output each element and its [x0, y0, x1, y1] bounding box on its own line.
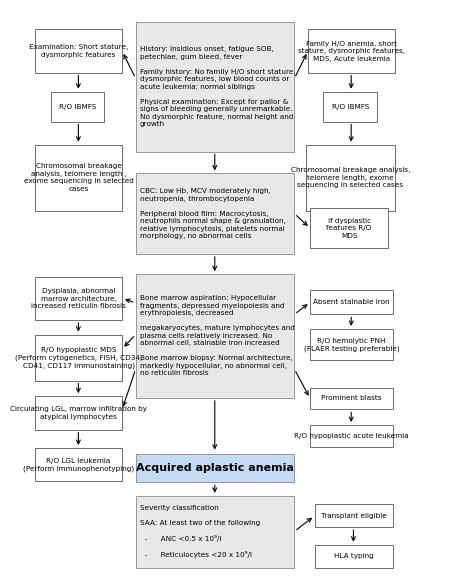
FancyBboxPatch shape [315, 545, 393, 568]
FancyBboxPatch shape [310, 208, 388, 248]
FancyBboxPatch shape [35, 448, 122, 481]
FancyBboxPatch shape [136, 454, 294, 482]
FancyBboxPatch shape [35, 335, 122, 381]
Text: CBC: Low Hb, MCV moderately high,
neutropenia, thrombocytopenia

Peripheral bloo: CBC: Low Hb, MCV moderately high, neutro… [140, 188, 286, 239]
Text: History: Insidious onset, fatigue SOB,
petechiae, gum bleed, fever

Family histo: History: Insidious onset, fatigue SOB, p… [140, 46, 296, 128]
FancyBboxPatch shape [306, 145, 395, 211]
Text: R/O hemolytic PNH
(FLAER testing preferable): R/O hemolytic PNH (FLAER testing prefera… [304, 338, 399, 351]
Text: R/O IBMFS: R/O IBMFS [332, 104, 369, 110]
Text: Dysplasia, abnormal
marrow architecture,
increased reticulin fibrosis: Dysplasia, abnormal marrow architecture,… [31, 288, 126, 309]
FancyBboxPatch shape [136, 173, 294, 254]
FancyBboxPatch shape [35, 145, 122, 211]
FancyBboxPatch shape [35, 396, 122, 429]
FancyBboxPatch shape [35, 277, 122, 320]
Text: R/O IBMFS: R/O IBMFS [59, 104, 96, 110]
FancyBboxPatch shape [136, 496, 294, 568]
Text: Absent stainable iron: Absent stainable iron [313, 299, 390, 305]
FancyBboxPatch shape [323, 92, 377, 122]
Text: Chromosomal breakage
analysis, telomere length ,
exome sequencing in selected
ca: Chromosomal breakage analysis, telomere … [24, 163, 134, 192]
FancyBboxPatch shape [35, 29, 122, 73]
FancyBboxPatch shape [136, 274, 294, 398]
Text: Prominent blasts: Prominent blasts [321, 395, 382, 402]
Text: If dysplastic
features R/O
MDS: If dysplastic features R/O MDS [327, 218, 372, 238]
FancyBboxPatch shape [51, 92, 104, 122]
Text: R/O hypoplastic acute leukemia: R/O hypoplastic acute leukemia [294, 433, 409, 439]
FancyBboxPatch shape [310, 329, 393, 361]
Text: Bone marrow aspiration: Hypocellular
fragments, depressed myelopoiesis and
eryth: Bone marrow aspiration: Hypocellular fra… [140, 295, 295, 376]
FancyBboxPatch shape [308, 29, 395, 73]
Text: Chromosomal breakage analysis,
telomere length, exome
sequencing in selected cas: Chromosomal breakage analysis, telomere … [291, 167, 410, 188]
Text: Acquired aplastic anemia: Acquired aplastic anemia [136, 463, 294, 473]
FancyBboxPatch shape [310, 388, 393, 409]
Text: HLA typing: HLA typing [334, 553, 374, 559]
FancyBboxPatch shape [136, 22, 294, 152]
FancyBboxPatch shape [310, 290, 393, 314]
Text: Examination: Short stature,
dysmorphic features: Examination: Short stature, dysmorphic f… [29, 44, 128, 58]
Text: Circulating LGL, marrow infiltration by
atypical lymphocytes: Circulating LGL, marrow infiltration by … [10, 406, 147, 419]
Text: R/O hypoplastic MDS
(Perform cytogenetics, FISH, CD34,
CD41, CD117 immunostainin: R/O hypoplastic MDS (Perform cytogenetic… [15, 347, 142, 369]
FancyBboxPatch shape [315, 504, 393, 527]
Text: Family H/O anemia, short
stature, dysmorphic features,
MDS, Acute leukemia: Family H/O anemia, short stature, dysmor… [298, 40, 405, 62]
Text: Severity classification

SAA: At least two of the following

  -      ANC <0.5 x: Severity classification SAA: At least tw… [140, 505, 260, 559]
Text: R/O LGL leukemia
(Perform immunophenotyping): R/O LGL leukemia (Perform immunophenotyp… [23, 458, 134, 471]
FancyBboxPatch shape [310, 425, 393, 447]
Text: Transplant eligible: Transplant eligible [321, 513, 386, 519]
